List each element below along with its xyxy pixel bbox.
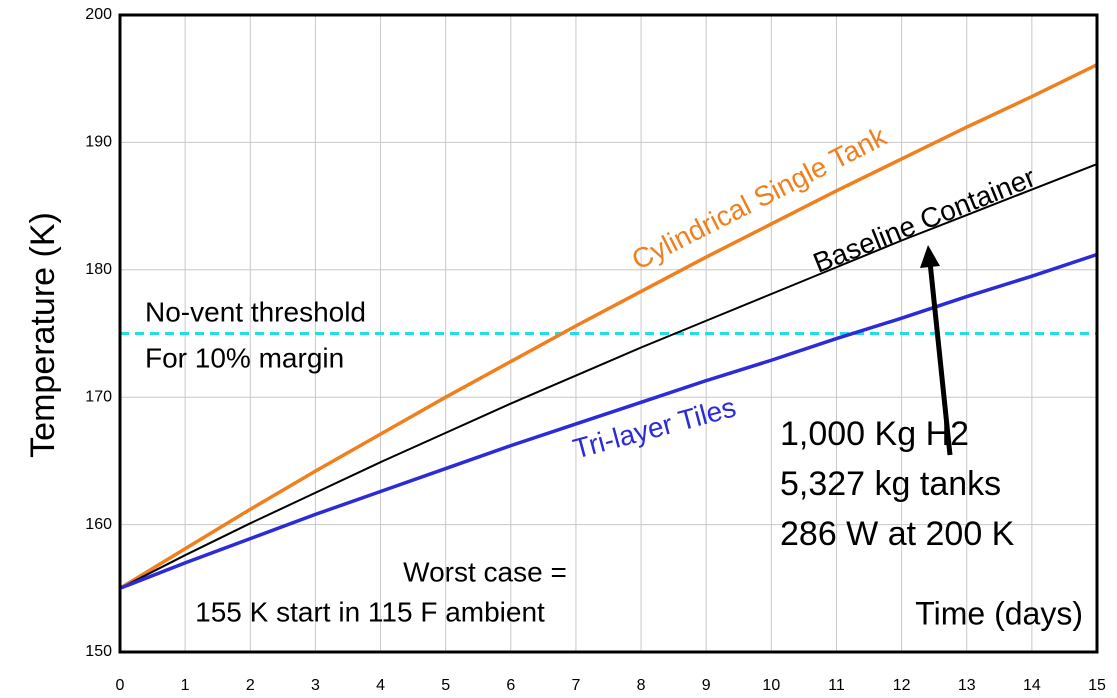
- x-tick-label: 9: [702, 677, 711, 694]
- annotation: No-vent threshold: [145, 296, 366, 327]
- x-tick-label: 3: [311, 677, 320, 694]
- x-tick-label: 6: [506, 677, 515, 694]
- y-tick-label: 160: [85, 516, 112, 533]
- series-label: Tri-layer Tiles: [570, 391, 739, 464]
- x-tick-label: 12: [893, 677, 911, 694]
- annotation: 286 W at 200 K: [780, 515, 1015, 553]
- y-tick-label: 200: [85, 6, 112, 23]
- y-tick-label: 190: [85, 134, 112, 151]
- x-tick-label: 14: [1023, 677, 1041, 694]
- x-tick-label: 4: [376, 677, 385, 694]
- annotation: 155 K start in 115 F ambient: [195, 596, 545, 627]
- annotation: For 10% margin: [145, 342, 344, 373]
- x-tick-label: 7: [571, 677, 580, 694]
- arrow: [927, 261, 953, 456]
- y-tick-label: 180: [85, 261, 112, 278]
- x-tick-label: 15: [1088, 677, 1106, 694]
- x-tick-label: 13: [958, 677, 976, 694]
- y-tick-label: 150: [85, 643, 112, 660]
- arrow-head: [920, 245, 940, 268]
- series-line: [119, 63, 1098, 590]
- y-axis-label: Temperature (K): [24, 212, 62, 458]
- x-tick-label: 5: [441, 677, 450, 694]
- annotation: 1,000 Kg H2: [780, 415, 969, 453]
- series-line: [119, 163, 1098, 590]
- annotation: 5,327 kg tanks: [780, 465, 1001, 503]
- x-tick-label: 2: [246, 677, 255, 694]
- annotation: Worst case =: [403, 556, 567, 587]
- x-tick-label: 1: [181, 677, 190, 694]
- x-tick-label: 10: [762, 677, 780, 694]
- x-axis-label: Time (days): [915, 595, 1083, 631]
- x-tick-label: 0: [116, 677, 125, 694]
- y-tick-label: 170: [85, 388, 112, 405]
- x-tick-label: 11: [828, 677, 845, 694]
- x-tick-label: 8: [637, 677, 646, 694]
- plot-border: [118, 13, 1099, 654]
